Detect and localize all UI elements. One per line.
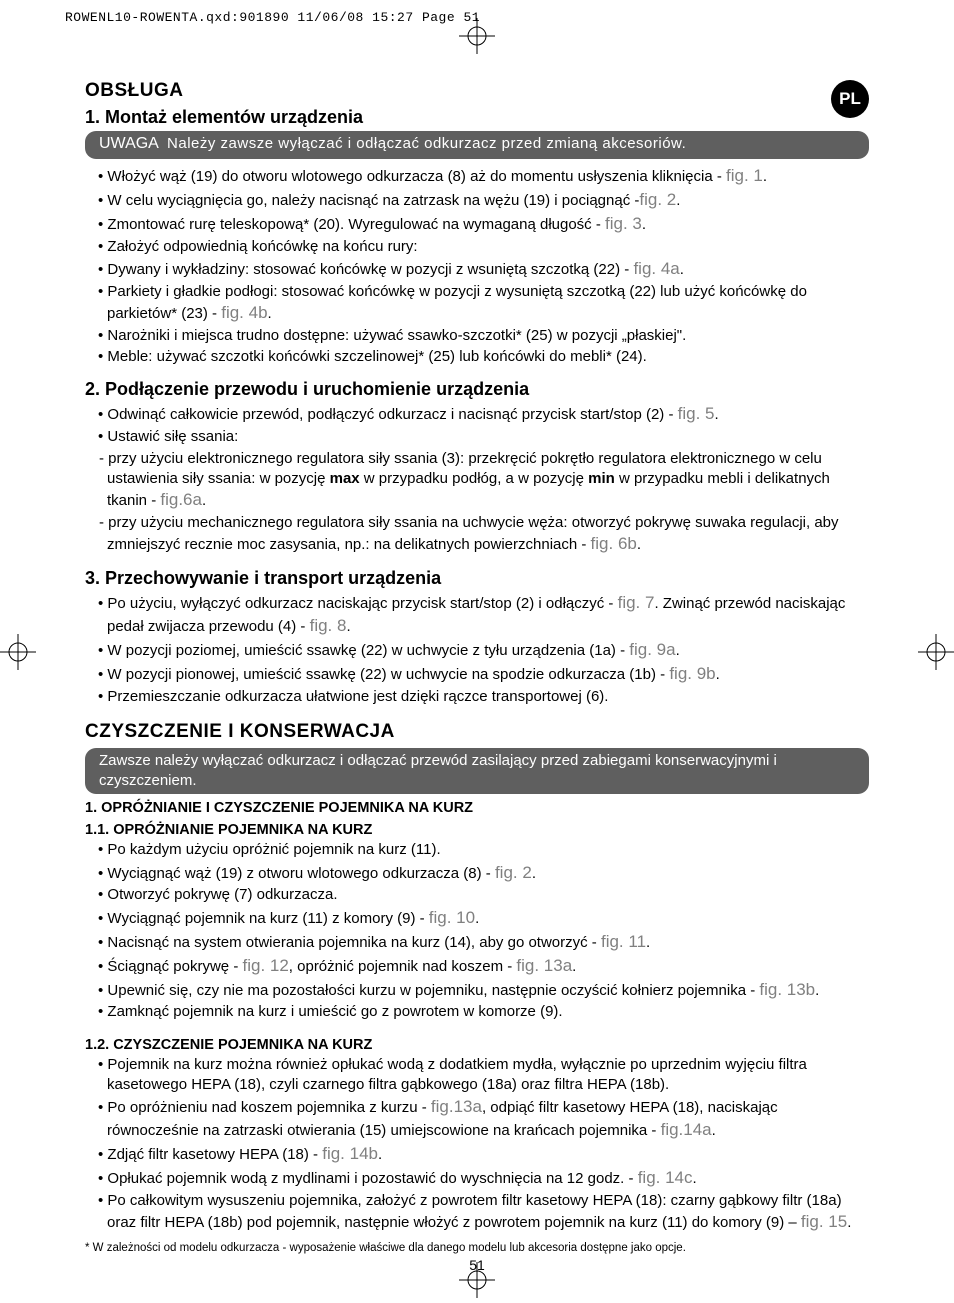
list-item: Zdjąć filtr kasetowy HEPA (18) - fig. 14… [85,1143,869,1166]
list-item: Odwinąć całkowicie przewód, podłączyć od… [85,403,869,426]
language-code: PL [839,89,861,109]
figure-reference: fig. 2 [639,190,676,209]
list-item: Po opróżnieniu nad koszem pojemnika z ku… [85,1096,869,1142]
figure-reference: fig.14a [661,1120,712,1139]
section-heading: CZYSZCZENIE I KONSERWACJA [85,721,869,743]
figure-reference: fig. 10 [429,908,475,927]
list-item: W pozycji poziomej, umieścić ssawkę (22)… [85,639,869,662]
subsection-heading: 1. Montaż elementów urządzenia [85,107,869,128]
list-item: Nacisnąć na system otwierania pojemnika … [85,931,869,954]
footnote: * W zależności od modelu odkurzacza - wy… [85,1242,869,1254]
sub-heading: 1. OPRÓŻNIANIE I CZYSZCZENIE POJEMNIKA N… [85,800,869,816]
subsection-heading: 3. Przechowywanie i transport urządzenia [85,568,869,589]
instruction-list: Po użyciu, wyłączyć odkurzacz naciskając… [85,592,869,707]
list-item: przy użyciu mechanicznego regulatora sił… [85,513,869,556]
warning-callout: Zawsze należy wyłączać odkurzacz i odłąc… [85,748,869,794]
figure-reference: fig. 5 [678,404,715,423]
list-item: Przemieszczanie odkurzacza ułatwione jes… [85,687,869,707]
figure-reference: fig. 13a [516,956,572,975]
figure-reference: fig. 4a [633,259,679,278]
figure-reference: fig. 9a [629,640,675,659]
list-item: Dywany i wykładziny: stosować końcówkę w… [85,258,869,281]
list-item: Zamknąć pojemnik na kurz i umieścić go z… [85,1002,869,1022]
list-item: Parkiety i gładkie podłogi: stosować koń… [85,282,869,325]
figure-reference: fig. 7 [618,593,655,612]
callout-body: Zawsze należy wyłączać odkurzacz i odłąc… [99,752,777,789]
list-item: przy użyciu elektronicznego regulatora s… [85,449,869,512]
list-item: W celu wyciągnięcia go, należy nacisnąć … [85,189,869,212]
callout-label: UWAGA [99,135,159,152]
figure-reference: fig. 1 [726,166,763,185]
figure-reference: fig. 14b [322,1144,378,1163]
list-item: Opłukać pojemnik wodą z mydlinami i pozo… [85,1167,869,1190]
instruction-list: Po każdym użyciu opróżnić pojemnik na ku… [85,840,869,1022]
figure-reference: fig.6a [160,490,202,509]
callout-body: Należy zawsze wyłączać i odłączać odkurz… [167,135,686,152]
list-item: Narożniki i miejsca trudno dostępne: uży… [85,326,869,346]
figure-reference: fig. 6b [591,534,637,553]
subsection-heading: 2. Podłączenie przewodu i uruchomienie u… [85,379,869,400]
list-item: Ustawić siłę ssania: [85,427,869,447]
list-item: Po całkowitym wysuszeniu pojemnika, zało… [85,1191,869,1234]
list-item: Wyciągnąć pojemnik na kurz (11) z komory… [85,907,869,930]
section-heading: OBSŁUGA [85,80,869,102]
list-item: Otworzyć pokrywę (7) odkurzacza. [85,885,869,905]
list-item: Założyć odpowiednią końcówkę na końcu ru… [85,237,869,257]
figure-reference: fig. 11 [601,932,646,951]
instruction-list: Odwinąć całkowicie przewód, podłączyć od… [85,403,869,556]
language-badge: PL [831,80,869,118]
list-item: Meble: używać szczotki końcówki szczelin… [85,347,869,367]
figure-reference: fig. 8 [310,616,347,635]
list-item: Wyciągnąć wąż (19) z otworu wlotowego od… [85,862,869,885]
list-item: Zmontować rurę teleskopową* (20). Wyregu… [85,213,869,236]
figure-reference: fig. 9b [669,664,715,683]
sub-heading: 1.1. OPRÓŻNIANIE POJEMNIKA NA KURZ [85,822,869,838]
list-item: W pozycji pionowej, umieścić ssawkę (22)… [85,663,869,686]
figure-reference: fig. 15 [801,1212,847,1231]
sub-heading: 1.2. CZYSZCZENIE POJEMNIKA NA KURZ [85,1037,869,1053]
maintenance-section: CZYSZCZENIE I KONSERWACJA Zawsze należy … [85,721,869,1234]
figure-reference: fig. 3 [605,214,642,233]
list-item: Po każdym użyciu opróżnić pojemnik na ku… [85,840,869,860]
page: ROWENL10-ROWENTA.qxd:901890 11/06/08 15:… [0,0,954,1303]
instruction-list: Pojemnik na kurz można również opłukać w… [85,1055,869,1234]
figure-reference: fig. 14c [638,1168,693,1187]
content-area: PL OBSŁUGA 1. Montaż elementów urządzeni… [0,25,954,1273]
print-header-text: ROWENL10-ROWENTA.qxd:901890 11/06/08 15:… [65,10,480,25]
figure-reference: fig. 13b [759,980,815,999]
page-number: 51 [85,1257,869,1273]
figure-reference: fig. 2 [495,863,532,882]
list-item: Pojemnik na kurz można również opłukać w… [85,1055,869,1096]
figure-reference: fig. 4b [221,303,267,322]
warning-callout: UWAGA Należy zawsze wyłączać i odłączać … [85,131,869,159]
list-item: Upewnić się, czy nie ma pozostałości kur… [85,979,869,1002]
instruction-list: Włożyć wąż (19) do otworu wlotowego odku… [85,165,869,368]
figure-reference: fig. 12 [242,956,288,975]
figure-reference: fig.13a [431,1097,482,1116]
list-item: Włożyć wąż (19) do otworu wlotowego odku… [85,165,869,188]
list-item: Ściągnąć pokrywę - fig. 12, opróżnić poj… [85,955,869,978]
list-item: Po użyciu, wyłączyć odkurzacz naciskając… [85,592,869,638]
